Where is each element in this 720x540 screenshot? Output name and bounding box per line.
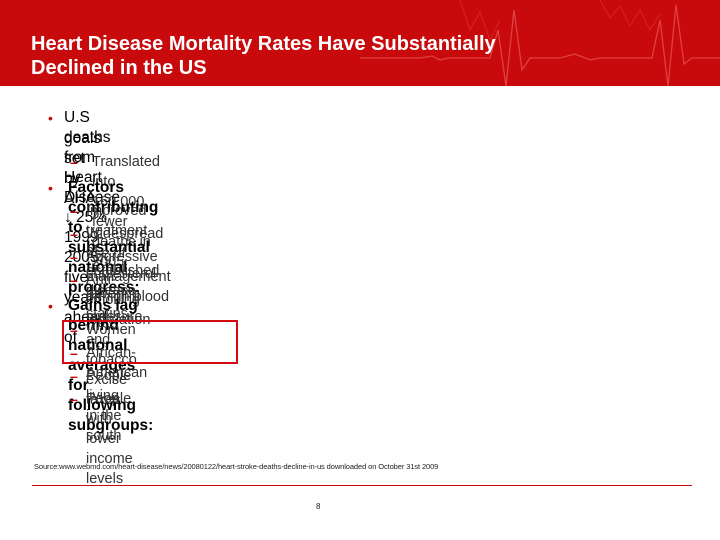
highlight-box bbox=[62, 320, 238, 364]
bullet-2-subitem-4: Anti-smoking legislation and tobacco exc… bbox=[86, 272, 151, 408]
dash-marker: – bbox=[70, 249, 78, 265]
bullet-2-line-1: Factors contributing to substantial nati… bbox=[68, 179, 159, 296]
bullet-2-subitem-1: Improved treatment of established diseas… bbox=[86, 203, 160, 299]
bullet-3-subitem-1: Women bbox=[86, 322, 136, 338]
bullet-3-subitem-3: People living in the south bbox=[86, 368, 132, 444]
footer-divider bbox=[32, 485, 692, 486]
dash-marker: – bbox=[70, 391, 78, 407]
dash-marker: – bbox=[70, 345, 78, 361]
bullet-1-subitem-1: Translated into 160,000 fewer deaths in … bbox=[92, 154, 160, 270]
dash-marker: – bbox=[70, 368, 78, 384]
dash-marker: – bbox=[70, 203, 78, 219]
title-banner: Heart Disease Mortality Rates Have Subst… bbox=[0, 0, 720, 86]
bullet-marker: • bbox=[48, 298, 53, 314]
dash-marker: – bbox=[70, 322, 78, 338]
source-citation: Source:www.webmd.com/heart-disease/news/… bbox=[34, 462, 439, 471]
bullet-2-subitem-2: Widespread use of cholesterol-lowering s… bbox=[86, 226, 164, 322]
bullet-3-subitem-4: People with lower income levels bbox=[86, 391, 133, 487]
bullet-3-subitem-2: African-American bbox=[86, 345, 148, 381]
dash-marker: – bbox=[70, 272, 78, 288]
page-number: 8 bbox=[316, 502, 321, 511]
page-title: Heart Disease Mortality Rates Have Subst… bbox=[31, 32, 671, 80]
bullet-marker: • bbox=[48, 180, 53, 196]
ecg-line-icon bbox=[360, 0, 720, 86]
dash-marker: – bbox=[70, 226, 78, 242]
title-line-1: Heart Disease Mortality Rates Have Subst… bbox=[31, 33, 496, 55]
bullet-marker: • bbox=[48, 110, 53, 126]
title-line-2: Declined in the US bbox=[31, 57, 207, 79]
bullet-1-line-1: U.S deaths from Heart Disease ↓ 25% 1999… bbox=[64, 109, 120, 346]
bullet-3-line-1: Gains lag behind national averages for f… bbox=[68, 297, 154, 434]
bullet-1-line-2: goals set by AHA bbox=[64, 130, 102, 207]
dash-marker: – bbox=[70, 154, 78, 170]
